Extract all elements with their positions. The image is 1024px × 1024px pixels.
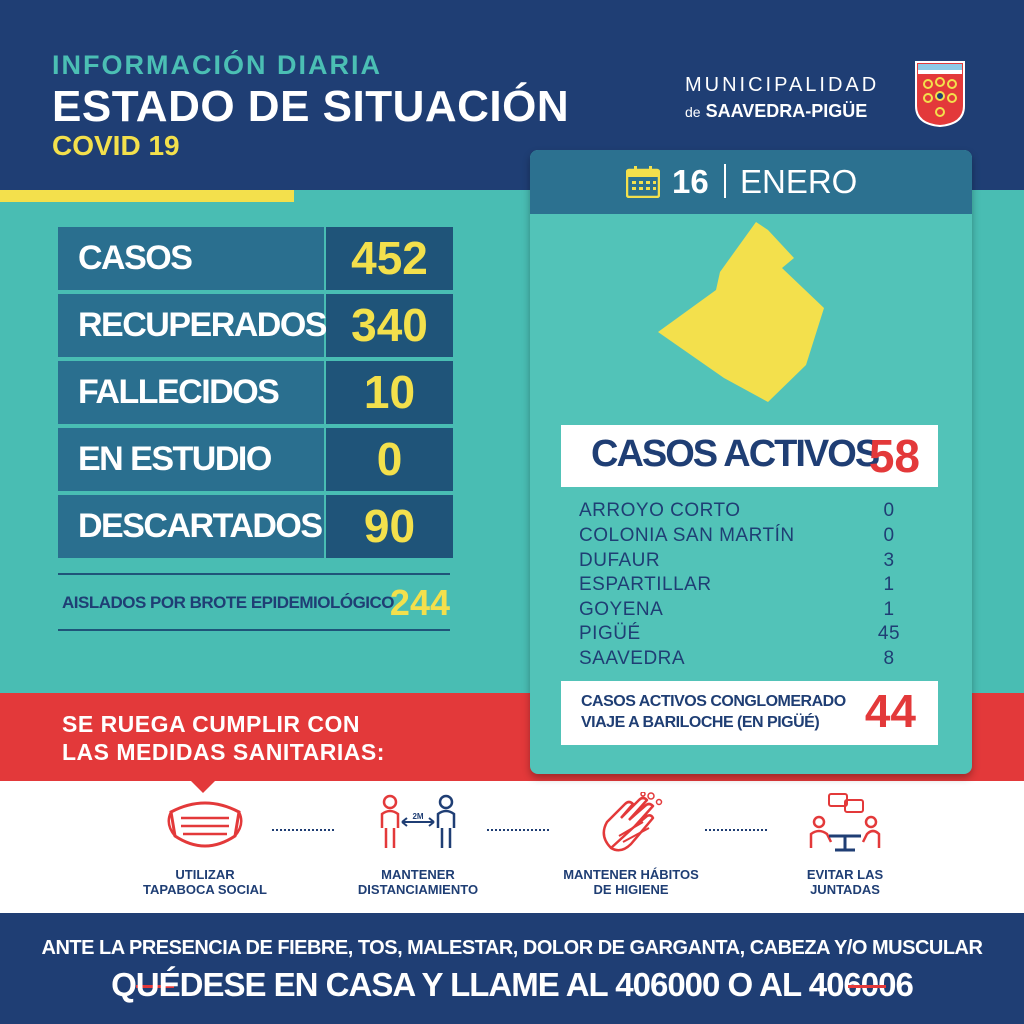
stat-row-en-estudio: EN ESTUDIO 0: [58, 428, 453, 491]
municipality-name: de SAAVEDRA-PIGÜE: [685, 101, 867, 122]
measure-label: UTILIZAR TAPABOCA SOCIAL: [110, 867, 300, 897]
notice-pointer: [190, 780, 216, 793]
active-cases-value: 58: [868, 430, 920, 482]
stat-label: FALLECIDOS: [58, 361, 324, 424]
measure-label-line2: JUNTADAS: [810, 882, 880, 897]
town-name: ESPARTILLAR: [579, 574, 712, 595]
town-row: SAAVEDRA 8: [579, 648, 909, 672]
stat-value: 340: [326, 294, 453, 357]
active-cases-card: 16 ENERO CASOS ACTIVOS 58 ARROYO CORTO 0…: [530, 150, 972, 774]
dotted-separator: [487, 829, 549, 831]
town-row: DUFAUR 3: [579, 550, 909, 574]
aislados-row: AISLADOS POR BROTE EPIDEMIOLÓGICO 244: [58, 573, 450, 631]
town-value: 1: [883, 599, 895, 620]
stat-label: RECUPERADOS: [58, 294, 327, 357]
measure-label-line2: DE HIGIENE: [593, 882, 669, 897]
notice-text: SE RUEGA CUMPLIR CON LAS MEDIDAS SANITAR…: [62, 710, 385, 766]
measure-distance: 2M MANTENER DISTANCIAMIENTO: [323, 792, 513, 902]
town-value: 0: [883, 500, 895, 521]
bariloche-value: 44: [864, 685, 916, 737]
dotted-separator: [705, 829, 767, 831]
distance-badge: 2M: [412, 812, 423, 821]
stat-value: 10: [326, 361, 453, 424]
footer-call-text: QUÉDESE EN CASA Y LLAME AL 406000 O AL 4…: [111, 966, 914, 1003]
footer-band: [0, 913, 1024, 1024]
town-value: 45: [877, 623, 901, 644]
town-name: GOYENA: [579, 599, 664, 620]
municipality-name-text: SAAVEDRA-PIGÜE: [705, 101, 868, 121]
active-cases-box: CASOS ACTIVOS 58: [561, 425, 938, 487]
date-separator: [724, 164, 726, 198]
measure-label-line2: TAPABOCA SOCIAL: [143, 882, 267, 897]
municipal-shield-icon: [915, 61, 965, 128]
town-row: ARROYO CORTO 0: [579, 500, 909, 524]
stat-row-descartados: DESCARTADOS 90: [58, 495, 453, 558]
town-name: COLONIA SAN MARTÍN: [579, 525, 795, 546]
stat-row-casos-totales: CASOS TOTALES 452: [58, 227, 453, 340]
handwash-icon: [602, 792, 663, 852]
bariloche-label: CASOS ACTIVOS CONGLOMERADO VIAJE A BARIL…: [581, 691, 846, 733]
town-value: 3: [883, 550, 895, 571]
measure-label-line1: UTILIZAR: [175, 867, 235, 882]
town-value: 0: [883, 525, 895, 546]
mask-icon: [167, 801, 243, 848]
bariloche-box: CASOS ACTIVOS CONGLOMERADO VIAJE A BARIL…: [561, 681, 938, 745]
measure-gatherings: EVITAR LAS JUNTADAS: [750, 792, 940, 902]
active-cases-label: CASOS ACTIVOS: [591, 433, 880, 475]
covid-label: COVID 19: [52, 130, 180, 161]
measure-label: EVITAR LAS JUNTADAS: [750, 867, 940, 897]
stat-label: CASOS TOTALES: [58, 227, 324, 340]
measures-band: [0, 781, 1024, 913]
town-value: 8: [883, 648, 895, 669]
town-row: PIGÜÉ 45: [579, 623, 909, 647]
municipality-label: MUNICIPALIDAD: [685, 74, 880, 96]
footer-dash-right: [848, 985, 886, 988]
date-header: 16 ENERO: [530, 150, 972, 214]
town-name: ARROYO CORTO: [579, 500, 741, 521]
town-name: PIGÜÉ: [579, 623, 641, 644]
stat-row-recuperados: RECUPERADOS 340: [58, 294, 453, 357]
town-row: ESPARTILLAR 1: [579, 574, 909, 598]
aislados-label: AISLADOS POR BROTE EPIDEMIOLÓGICO: [62, 593, 395, 612]
page-title: ESTADO DE SITUACIÓN: [52, 82, 570, 131]
measure-mask: UTILIZAR TAPABOCA SOCIAL: [110, 792, 300, 902]
accent-divider: [0, 190, 294, 202]
measure-label: MANTENER DISTANCIAMIENTO: [323, 867, 513, 897]
bariloche-label-line2: VIAJE A BARILOCHE (EN PIGÜÉ): [581, 714, 820, 731]
town-name: DUFAUR: [579, 550, 661, 571]
measure-hygiene: MANTENER HÁBITOS DE HIGIENE: [536, 792, 726, 902]
measure-label-line2: DISTANCIAMIENTO: [357, 882, 479, 897]
meeting-icon: [809, 793, 881, 852]
municipality-de: de: [685, 104, 701, 120]
stat-row-fallecidos: FALLECIDOS 10: [58, 361, 453, 424]
dotted-separator: [272, 829, 334, 831]
aislados-value: 244: [389, 582, 450, 623]
stat-label: DESCARTADOS: [58, 495, 324, 558]
notice-line2: LAS MEDIDAS SANITARIAS:: [62, 739, 385, 765]
stat-value: 452: [326, 227, 453, 290]
notice-line1: SE RUEGA CUMPLIR CON: [62, 711, 360, 737]
footer-symptoms-text: ANTE LA PRESENCIA DE FIEBRE, TOS, MALEST…: [41, 937, 983, 959]
date-day: 16: [672, 163, 709, 200]
town-row: GOYENA 1: [579, 599, 909, 623]
measure-label-line1: MANTENER HÁBITOS: [563, 867, 699, 882]
stat-value: 0: [326, 428, 453, 491]
bariloche-label-line1: CASOS ACTIVOS CONGLOMERADO: [581, 693, 846, 710]
measure-label-line1: EVITAR LAS: [806, 867, 884, 882]
calendar-icon: [626, 166, 660, 198]
stat-label: EN ESTUDIO: [58, 428, 324, 491]
town-row: COLONIA SAN MARTÍN 0: [579, 525, 909, 549]
measure-label-line1: MANTENER: [381, 867, 455, 882]
header-subtitle: INFORMACIÓN DIARIA: [52, 50, 382, 80]
stat-value: 90: [326, 495, 453, 558]
district-map-icon: [658, 222, 824, 402]
footer-dash-left: [136, 985, 174, 988]
town-value: 1: [883, 574, 895, 595]
date-month: ENERO: [740, 163, 858, 200]
town-name: SAAVEDRA: [579, 648, 686, 669]
distance-icon: 2M: [380, 794, 456, 848]
measure-label: MANTENER HÁBITOS DE HIGIENE: [536, 867, 726, 897]
